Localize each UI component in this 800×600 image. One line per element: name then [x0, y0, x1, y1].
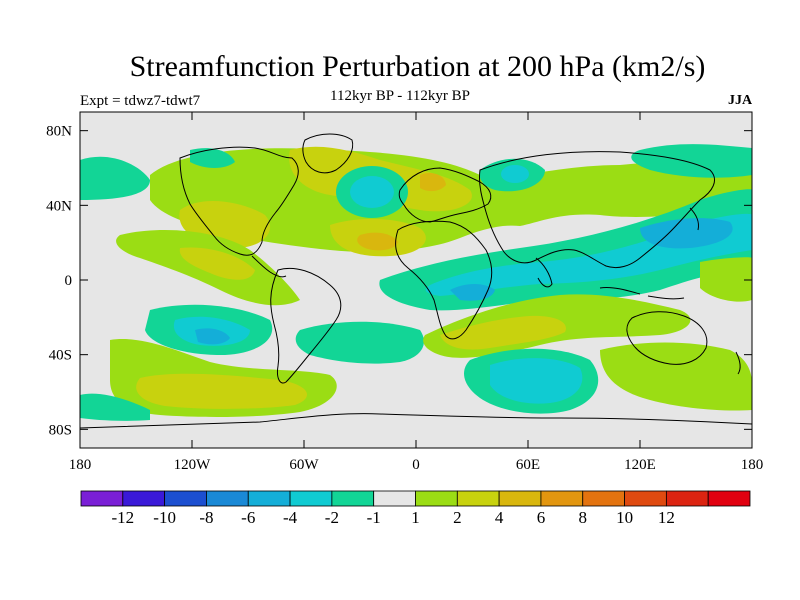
experiment-label: Expt = tdwz7-tdwt7: [80, 93, 201, 109]
contour-pos4-south: [136, 373, 307, 409]
coast-north-america: [179, 146, 299, 256]
x-tick-label: 60E: [516, 457, 540, 473]
colorbar-label: -1: [367, 508, 381, 527]
coast-antarctica: [80, 413, 752, 429]
contour-ring-arctic-inner: [350, 176, 394, 208]
coast-central-america: [251, 255, 287, 278]
colorbar-swatch: [80, 490, 124, 507]
colorbar-swatch: [498, 490, 542, 507]
x-tick-label: 180: [69, 457, 92, 473]
y-axis: 80N 40N 0 40S 80S: [46, 124, 752, 438]
contour-neg-neasia: [631, 144, 752, 178]
contour-fields: [80, 144, 752, 421]
colorbar-label: 1: [411, 508, 420, 527]
colorbar-swatch: [624, 490, 667, 507]
colorbar-swatch: [456, 490, 500, 507]
y-tick-label: 80S: [49, 422, 72, 438]
y-tick-label: 40S: [49, 348, 72, 364]
colorbar: -12 -10 -8 -6 -4 -2 -1 1 2 4 6 8 10 12: [80, 490, 751, 527]
coast-india: [535, 257, 553, 288]
contour-neg-antarctic: [80, 393, 150, 421]
contour-neg4-indian: [450, 284, 495, 301]
colorbar-label: 4: [495, 508, 504, 527]
colorbar-label: 12: [658, 508, 675, 527]
y-tick-label: 40N: [46, 198, 72, 214]
colorbar-swatch: [206, 490, 249, 507]
colorbar-label: -6: [241, 508, 255, 527]
colorbar-label: -10: [153, 508, 176, 527]
colorbar-swatch: [247, 490, 291, 507]
coast-indonesia: [599, 287, 685, 300]
contour-pos4-sindian: [440, 315, 566, 350]
colorbar-swatch: [289, 490, 333, 507]
colorbar-label: 10: [616, 508, 633, 527]
colorbar-label: -8: [199, 508, 213, 527]
coast-australia: [626, 311, 708, 365]
colorbar-swatch: [415, 490, 458, 507]
coastlines: [80, 133, 752, 429]
colorbar-swatch: [164, 490, 207, 507]
x-tick-label: 60W: [289, 457, 319, 473]
map-title: Streamfunction Perturbation at 200 hPa (…: [129, 50, 706, 83]
coast-asia: [479, 151, 715, 269]
colorbar-label: -2: [325, 508, 339, 527]
contour-pos6-atlantic: [357, 232, 398, 251]
x-tick-label: 0: [412, 457, 420, 473]
coast-japan: [689, 207, 699, 231]
colorbar-swatch: [582, 490, 625, 507]
y-tick-label: 80N: [46, 124, 72, 140]
contour-pos-sepacific: [600, 342, 752, 411]
coast-newzealand: [735, 351, 741, 375]
season-label: JJA: [728, 93, 753, 108]
y-tick-label: 0: [65, 273, 73, 289]
coast-africa: [395, 220, 493, 340]
colorbar-swatch: [373, 490, 416, 507]
contour-neg-npacific: [80, 156, 150, 200]
colorbar-swatch: [331, 490, 375, 507]
colorbar-swatch: [707, 490, 751, 507]
coast-greenland: [302, 133, 354, 174]
contour-neg-npacific2: [190, 148, 235, 168]
x-tick-label: 180: [741, 457, 764, 473]
period-label: 112kyr BP - 112kyr BP: [330, 88, 471, 104]
colorbar-label: 8: [579, 508, 588, 527]
contour-neg-siberia-core: [501, 165, 529, 183]
contour-neg4-spacific: [195, 328, 230, 345]
x-axis: 180 120W 60W 0 60E 120E 180: [69, 112, 764, 473]
contour-neg2-sindian-deep: [490, 358, 583, 404]
contour-neg4-asia: [640, 218, 733, 249]
colorbar-swatch: [122, 490, 166, 507]
colorbar-swatch: [540, 490, 584, 507]
colorbar-label: -4: [283, 508, 298, 527]
colorbar-label: 2: [453, 508, 462, 527]
contour-pos4-cpacific: [179, 247, 255, 280]
coast-south-america: [270, 267, 342, 384]
contour-pos6-europe: [420, 173, 446, 192]
colorbar-swatch: [665, 490, 709, 507]
colorbar-label: 6: [537, 508, 546, 527]
colorbar-label: -12: [111, 508, 134, 527]
x-tick-label: 120E: [624, 457, 656, 473]
contour-pos-ep: [700, 257, 752, 302]
x-tick-label: 120W: [174, 457, 212, 473]
coast-europe: [398, 167, 492, 223]
